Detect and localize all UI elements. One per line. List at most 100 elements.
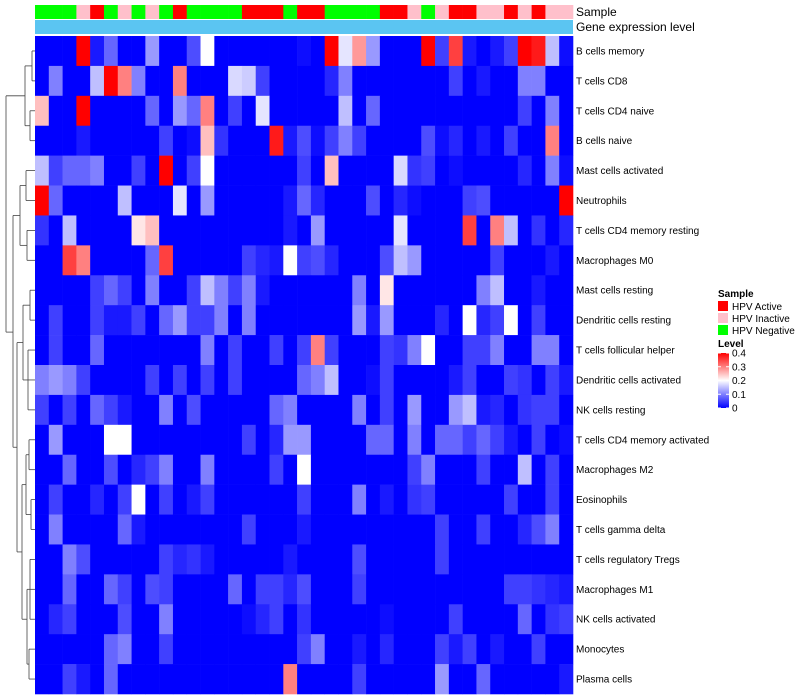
heatmap-cell [352, 454, 367, 485]
heatmap-cell [448, 245, 463, 276]
heatmap-cell [517, 36, 532, 67]
heatmap-cell [310, 664, 325, 695]
heatmap-cell [407, 514, 422, 545]
heatmap-cell [117, 155, 132, 186]
heatmap-cell [228, 36, 243, 67]
heatmap-cell [545, 125, 560, 156]
heatmap-cell [393, 185, 408, 216]
heatmap-cell [117, 394, 132, 426]
heatmap-cell [131, 36, 146, 67]
heatmap-cell [103, 484, 119, 515]
heatmap-cell [35, 574, 50, 605]
heatmap-cell [297, 454, 312, 485]
heatmap-cell [448, 604, 463, 635]
row-label: Mast cells activated [576, 166, 663, 177]
heatmap-cell [269, 275, 284, 306]
heatmap-cell [228, 394, 243, 426]
heatmap-cell [559, 215, 574, 246]
heatmap-cell [407, 215, 422, 246]
heatmap-cell [504, 95, 519, 127]
heatmap-cell [545, 484, 560, 515]
heatmap-cell [228, 95, 243, 127]
heatmap-cell [297, 664, 312, 695]
sample-annotation-cell [241, 5, 257, 19]
heatmap-cell [103, 424, 119, 456]
heatmap-cell [352, 544, 367, 575]
heatmap-cell [172, 125, 188, 156]
heatmap-cell [48, 275, 63, 306]
heatmap-cell [35, 215, 50, 246]
heatmap-cell [462, 36, 477, 67]
heatmap-cell [103, 454, 119, 485]
heatmap-cell [476, 544, 491, 575]
heatmap-cell [62, 125, 77, 156]
level-legend-tick-label: 0.1 [732, 390, 746, 401]
heatmap-cell [159, 574, 174, 605]
heatmap-cell [76, 604, 91, 635]
heatmap-cell [352, 424, 367, 456]
row-label: T cells regulatory Tregs [576, 555, 680, 566]
heatmap-cell [76, 335, 91, 366]
heatmap-cell [435, 185, 450, 216]
heatmap-cell [559, 365, 574, 396]
heatmap-cell [62, 155, 77, 186]
heatmap-cell [379, 424, 394, 456]
heatmap-cell [352, 604, 367, 635]
heatmap-cell [366, 155, 381, 186]
heatmap-cell [159, 95, 174, 127]
heatmap-cell [435, 65, 450, 97]
row-dendrogram [5, 50, 35, 680]
heatmap-cell [504, 544, 519, 575]
heatmap-cell [448, 305, 463, 336]
heatmap-cell [352, 514, 367, 545]
heatmap-cell [517, 365, 532, 396]
heatmap-cell [159, 424, 174, 456]
sample-annotation-cell [228, 5, 243, 19]
heatmap-cell [297, 544, 312, 575]
heatmap-cell [559, 454, 574, 485]
heatmap-cell [90, 365, 105, 396]
heatmap-cell [145, 454, 160, 485]
sample-annotation-cell [214, 5, 229, 19]
heatmap-cell [200, 514, 215, 545]
heatmap-cell [490, 275, 505, 306]
heatmap-cell [214, 305, 229, 336]
heatmap-cell [297, 335, 312, 366]
heatmap-cell [517, 604, 532, 635]
heatmap-cell [35, 125, 50, 156]
heatmap-cell [283, 36, 298, 67]
heatmap-cell [186, 394, 201, 426]
heatmap-cell [504, 424, 519, 456]
heatmap-cell [186, 125, 201, 156]
heatmap-cell [131, 574, 146, 605]
heatmap-cell [338, 634, 353, 665]
heatmap-cell [228, 245, 243, 276]
heatmap-cell [462, 185, 477, 216]
heatmap-cell [504, 215, 519, 246]
heatmap-cell [531, 36, 546, 67]
heatmap-cell [76, 185, 91, 216]
row-label: NK cells resting [576, 405, 645, 416]
heatmap-cell [255, 544, 270, 575]
heatmap-cell [559, 125, 574, 156]
heatmap-cell [172, 155, 188, 186]
heatmap-cell [462, 544, 477, 575]
heatmap-cell [172, 245, 188, 276]
heatmap-cell [421, 424, 436, 456]
heatmap-cell [462, 275, 477, 306]
heatmap-cell [283, 125, 298, 156]
heatmap-cell [90, 36, 105, 67]
heatmap-cell [145, 664, 160, 695]
heatmap-cell [62, 544, 77, 575]
heatmap-cell [310, 245, 325, 276]
heatmap-cell [435, 155, 450, 186]
heatmap-cell [90, 634, 105, 665]
heatmap-cell [145, 544, 160, 575]
heatmap-cell [435, 125, 450, 156]
heatmap-cell [531, 604, 546, 635]
heatmap-cell [131, 604, 146, 635]
heatmap-cell [462, 125, 477, 156]
heatmap-cell [172, 394, 188, 426]
heatmap-cell [159, 664, 174, 695]
heatmap-cell [421, 394, 436, 426]
